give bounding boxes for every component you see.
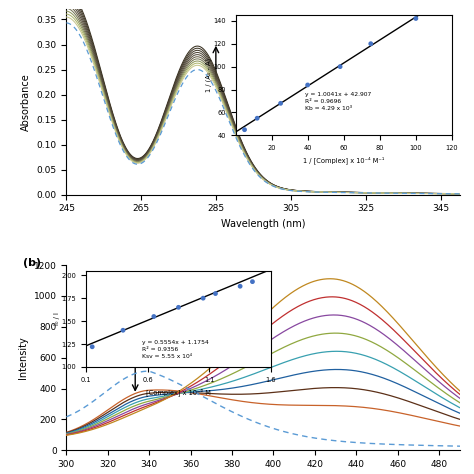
X-axis label: Wavelength (nm): Wavelength (nm): [221, 219, 305, 229]
Text: (b): (b): [23, 258, 41, 268]
Y-axis label: Intensity: Intensity: [18, 337, 28, 379]
Y-axis label: Absorbance: Absorbance: [21, 73, 31, 131]
